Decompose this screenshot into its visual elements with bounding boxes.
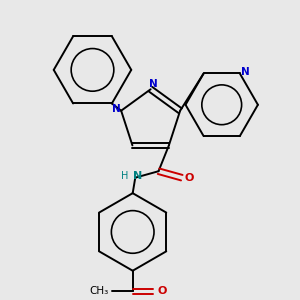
Text: O: O bbox=[185, 173, 194, 183]
Text: N: N bbox=[241, 67, 249, 77]
Text: CH₃: CH₃ bbox=[89, 286, 109, 296]
Text: O: O bbox=[158, 286, 167, 296]
Text: H: H bbox=[121, 171, 129, 182]
Text: N: N bbox=[133, 171, 142, 182]
Text: N: N bbox=[112, 104, 120, 114]
Text: N: N bbox=[149, 79, 158, 89]
